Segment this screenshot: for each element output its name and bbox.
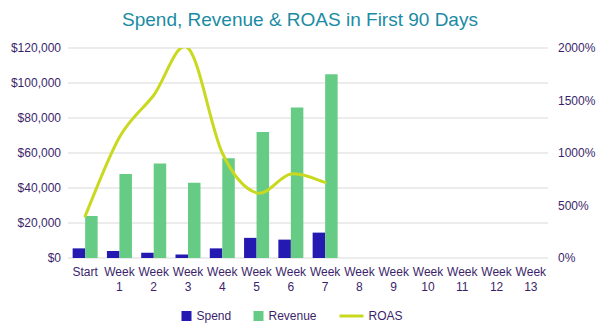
legend-symbol [340, 315, 364, 318]
grid-line [68, 83, 548, 84]
bar [325, 74, 338, 258]
y2-tick [548, 258, 551, 259]
y2-tick-label: 500% [558, 199, 589, 213]
legend-symbol [182, 311, 192, 321]
y2-tick-label: 1000% [558, 146, 596, 160]
y-tick-label: $20,000 [18, 216, 62, 230]
y2-tick-label: 1500% [558, 94, 596, 108]
x-tick-label: Week1 [104, 265, 135, 294]
x-tick-label: Week9 [378, 265, 409, 294]
legend-symbol [254, 311, 264, 321]
bar [257, 132, 270, 258]
x-tick-label: Week8 [344, 265, 375, 294]
plot-area [73, 48, 338, 258]
grid-line [68, 258, 548, 259]
y-tick-label: $40,000 [18, 181, 62, 195]
x-tick-label: Week13 [516, 265, 547, 294]
x-tick-label: Week2 [138, 265, 169, 294]
x-tick-label: Week6 [276, 265, 307, 294]
bar [176, 255, 189, 259]
bar [73, 248, 86, 258]
grid-line [68, 118, 548, 119]
bar [210, 248, 223, 258]
bar [188, 183, 201, 258]
y2-tick [548, 48, 551, 49]
legend-label: Spend [197, 309, 232, 323]
legend: Spend Revenue ROAS [182, 309, 403, 323]
y2-tick-label: 0% [558, 251, 576, 265]
bar [278, 240, 291, 258]
bar [313, 233, 326, 258]
bar [85, 216, 98, 258]
x-tick-label: Week12 [481, 265, 512, 294]
grid-line [68, 153, 548, 154]
y2-tick-label: 2000% [558, 41, 596, 55]
x-tick-label: Week5 [241, 265, 272, 294]
legend-label: ROAS [369, 309, 403, 323]
grid-line [68, 223, 548, 224]
y-tick-label: $120,000 [11, 41, 61, 55]
legend-label: Revenue [269, 309, 317, 323]
bar [154, 164, 167, 259]
x-tick-label: Week10 [413, 265, 444, 294]
y-tick-label: $0 [48, 251, 62, 265]
bar [244, 238, 256, 258]
bar [107, 251, 120, 258]
bar [141, 253, 154, 258]
bar [291, 108, 304, 259]
y-tick-label: $80,000 [18, 111, 62, 125]
y2-tick [548, 205, 551, 206]
grid-line [68, 48, 548, 49]
chart: Spend, Revenue & ROAS in First 90 Days $0… [0, 0, 600, 331]
x-tick-label: Week3 [173, 265, 204, 294]
y2-tick [548, 100, 551, 101]
grid-line [68, 188, 548, 189]
x-tick-label: Week4 [207, 265, 238, 294]
title: Spend, Revenue & ROAS in First 90 Days [122, 9, 478, 30]
x-tick-label: Week7 [310, 265, 341, 294]
line [85, 48, 325, 216]
x-tick-label: Start [72, 265, 98, 279]
x-tick-label: Week11 [447, 265, 478, 294]
y-tick-label: $60,000 [18, 146, 62, 160]
y2-tick [548, 153, 551, 154]
bar [119, 174, 132, 258]
y-tick-label: $100,000 [11, 76, 61, 90]
